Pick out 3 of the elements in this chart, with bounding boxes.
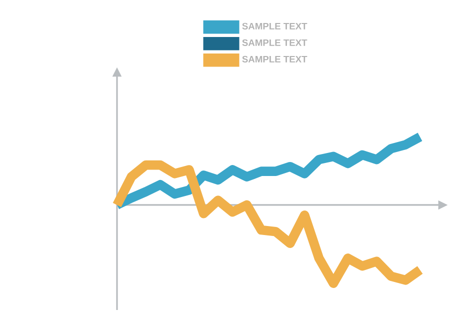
legend-label: SAMPLE TEXT <box>242 22 308 30</box>
legend-label: SAMPLE TEXT <box>242 56 308 62</box>
legend-label: SAMPLE TEXT <box>242 39 308 46</box>
